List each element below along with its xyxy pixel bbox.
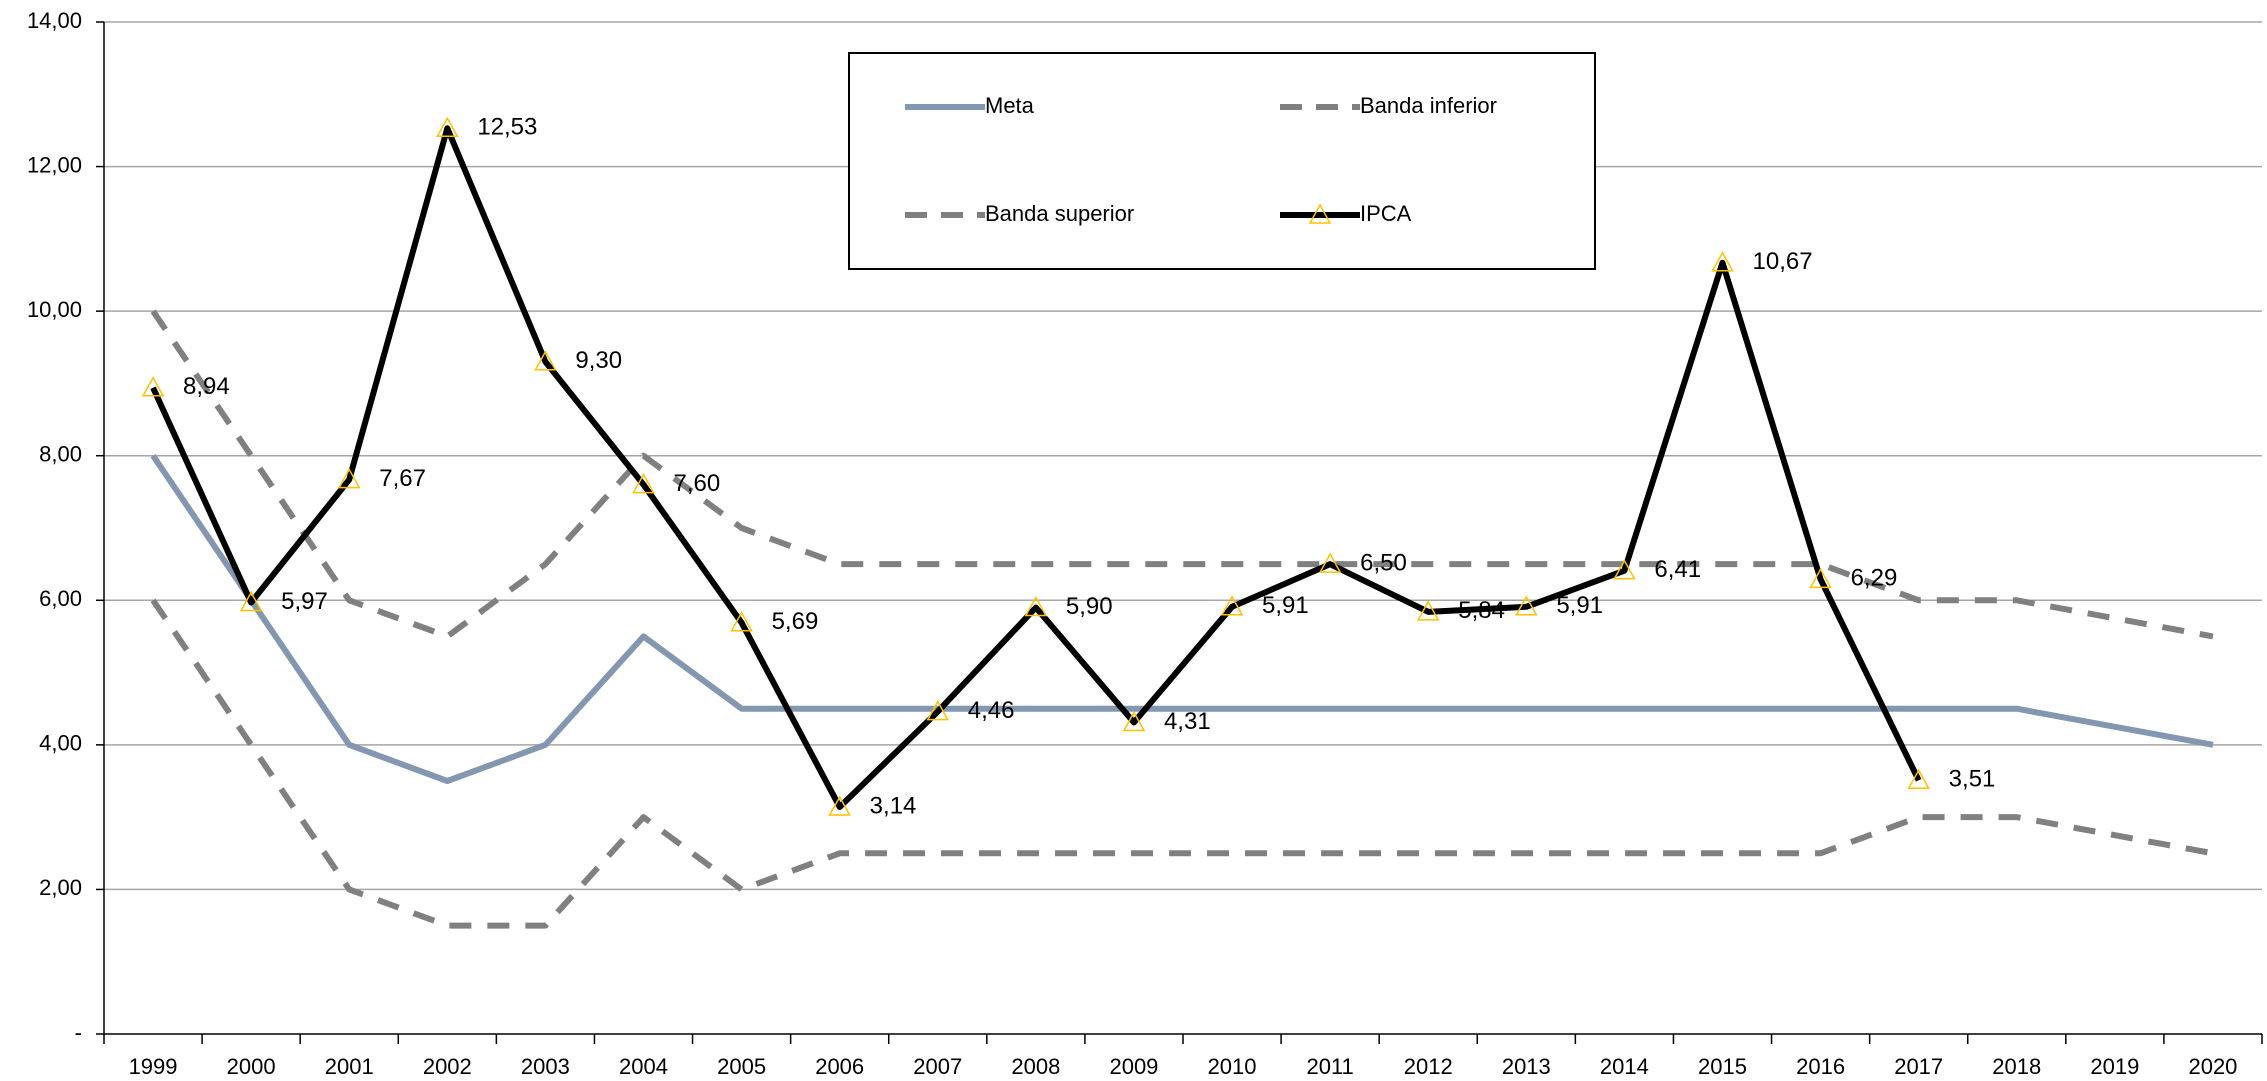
data-label: 9,30 — [575, 347, 622, 374]
y-tick-label: 12,00 — [27, 152, 82, 177]
point-marker — [632, 473, 655, 494]
point-marker — [1318, 552, 1342, 573]
y-tick-label: 14,00 — [27, 8, 82, 33]
data-label: 5,90 — [1066, 593, 1113, 620]
x-tick-label: 2008 — [1011, 1054, 1060, 1079]
point-marker — [730, 611, 753, 632]
data-label: 4,46 — [968, 697, 1015, 724]
x-tick-label: 2019 — [2090, 1054, 2139, 1079]
x-tick-label: 2006 — [815, 1054, 864, 1079]
y-tick-label: 8,00 — [39, 442, 82, 467]
data-label: 3,14 — [870, 792, 917, 819]
y-tick-label: 6,00 — [39, 586, 82, 611]
point-marker — [1024, 595, 1048, 617]
x-tick-label: 2016 — [1796, 1054, 1845, 1079]
x-tick-label: 2011 — [1306, 1054, 1353, 1079]
point-marker — [828, 795, 851, 816]
legend-box — [848, 52, 1596, 270]
series-line — [150, 309, 2214, 640]
x-tick-label: 2004 — [619, 1054, 668, 1079]
x-tick-label: 2015 — [1698, 1054, 1747, 1079]
x-tick-label: 2012 — [1404, 1054, 1453, 1079]
point-marker — [239, 590, 263, 612]
x-tick-label: 2002 — [423, 1054, 472, 1079]
point-marker — [1613, 559, 1636, 580]
x-tick-label: 2005 — [717, 1054, 766, 1079]
x-tick-label: 2017 — [1894, 1054, 1943, 1079]
x-tick-label: 2000 — [227, 1054, 276, 1079]
y-tick-label: 2,00 — [39, 875, 82, 900]
x-tick-label: 2007 — [913, 1054, 962, 1079]
point-marker — [1809, 567, 1832, 589]
x-tick-label: 2013 — [1502, 1054, 1551, 1079]
legend: Meta Banda inferior Banda superior IPCA — [848, 52, 1596, 270]
data-label: 10,67 — [1753, 248, 1813, 275]
data-label: 5,91 — [1556, 592, 1603, 619]
x-tick-label: 2009 — [1109, 1054, 1158, 1079]
data-label: 3,51 — [1949, 766, 1996, 793]
point-marker — [337, 468, 361, 489]
data-label: 5,84 — [1458, 597, 1505, 624]
x-tick-label: 2003 — [521, 1054, 570, 1079]
legend-label: Banda superior — [985, 201, 1134, 226]
point-marker — [926, 700, 950, 721]
x-tick-label: 2018 — [1992, 1054, 2041, 1079]
data-label: 5,69 — [772, 608, 819, 635]
data-label: 5,91 — [1262, 592, 1309, 619]
x-tick-label: 2020 — [2188, 1054, 2237, 1079]
legend-marker — [1308, 203, 1332, 224]
data-label: 7,60 — [674, 470, 721, 497]
data-label: 8,94 — [183, 373, 230, 400]
data-label: 7,67 — [379, 465, 426, 492]
x-tick-label: 2001 — [325, 1054, 374, 1079]
data-label: 6,50 — [1360, 549, 1407, 576]
point-marker — [436, 116, 459, 138]
point-marker — [141, 376, 165, 397]
series-line — [150, 454, 2214, 784]
y-tick-label: - — [75, 1020, 82, 1045]
x-tick-label: 2014 — [1600, 1054, 1649, 1079]
data-label: 4,31 — [1164, 708, 1211, 735]
legend-label: Banda inferior — [1360, 93, 1497, 118]
x-tick-label: 1999 — [129, 1054, 178, 1079]
point-marker — [1416, 600, 1440, 621]
legend-label: IPCA — [1360, 201, 1412, 226]
data-label: 12,53 — [477, 114, 537, 141]
legend-label: Meta — [985, 93, 1035, 118]
y-tick-label: 4,00 — [39, 731, 82, 756]
data-label: 5,97 — [281, 588, 328, 615]
point-marker — [1515, 595, 1538, 616]
point-marker — [1220, 595, 1244, 616]
data-label: 6,41 — [1654, 556, 1701, 583]
series-line — [150, 125, 1922, 811]
point-marker — [1907, 768, 1930, 790]
data-label: 6,29 — [1851, 565, 1898, 592]
point-marker — [534, 350, 557, 371]
series-line — [150, 598, 2214, 929]
y-tick-label: 10,00 — [27, 297, 82, 322]
x-tick-label: 2010 — [1208, 1054, 1257, 1079]
point-marker — [1711, 251, 1734, 272]
point-marker — [1122, 710, 1146, 732]
